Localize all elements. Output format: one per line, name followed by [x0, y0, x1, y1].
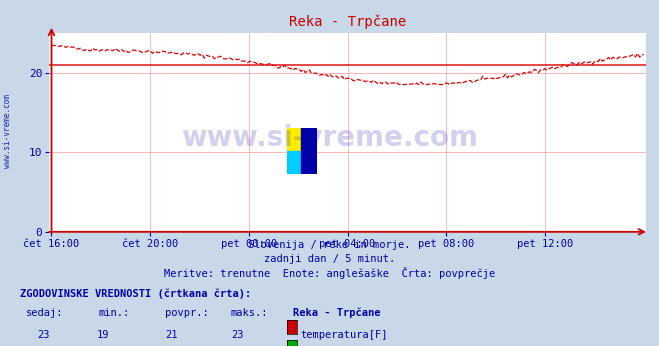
Text: povpr.:: povpr.:	[165, 308, 208, 318]
Text: ZGODOVINSKE VREDNOSTI (črtkana črta):: ZGODOVINSKE VREDNOSTI (črtkana črta):	[20, 289, 251, 299]
Text: zadnji dan / 5 minut.: zadnji dan / 5 minut.	[264, 254, 395, 264]
Text: Reka - Trpčane: Reka - Trpčane	[293, 308, 381, 318]
Text: 21: 21	[165, 330, 178, 340]
Text: temperatura[F]: temperatura[F]	[301, 330, 388, 340]
Title: Reka - Trpčane: Reka - Trpčane	[289, 15, 406, 29]
Text: www.si-vreme.com: www.si-vreme.com	[181, 125, 478, 152]
Text: min.:: min.:	[99, 308, 130, 318]
Text: www.si-vreme.com: www.si-vreme.com	[3, 94, 13, 169]
Text: Meritve: trenutne  Enote: anglešaške  Črta: povprečje: Meritve: trenutne Enote: anglešaške Črta…	[164, 267, 495, 279]
Text: 23: 23	[37, 330, 49, 340]
Text: Slovenija / reke in morje.: Slovenija / reke in morje.	[248, 240, 411, 251]
Text: 23: 23	[231, 330, 244, 340]
Text: sedaj:: sedaj:	[26, 308, 64, 318]
Text: maks.:: maks.:	[231, 308, 268, 318]
Text: 19: 19	[96, 330, 109, 340]
